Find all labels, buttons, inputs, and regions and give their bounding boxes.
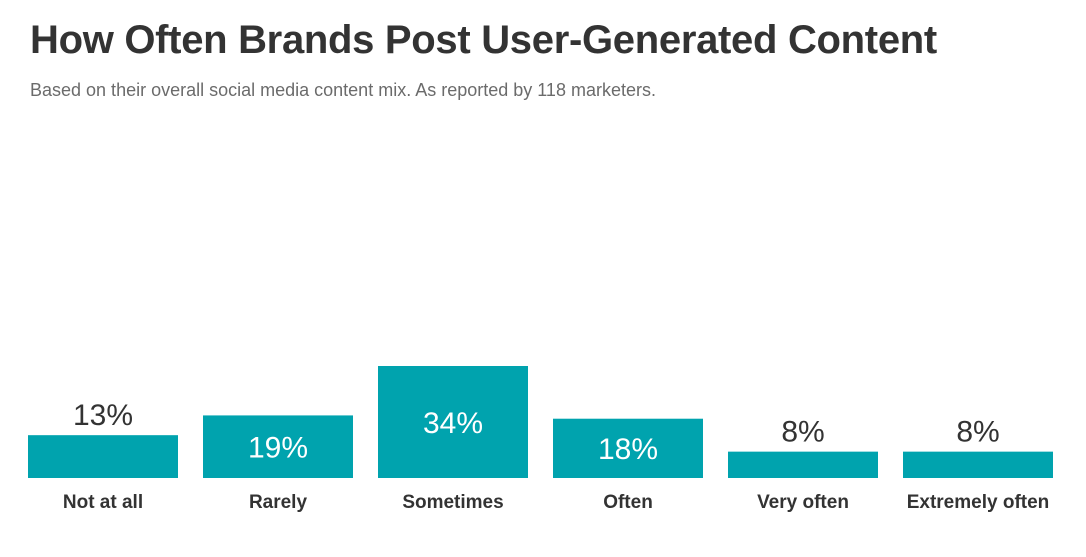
- bar-sometimes: [378, 366, 528, 478]
- category-label: Very often: [757, 492, 849, 513]
- value-label: 34%: [423, 407, 483, 440]
- bar-extremely-often: [903, 451, 1053, 478]
- bar-rarely: [203, 415, 353, 478]
- chart-title: How Often Brands Post User-Generated Con…: [30, 18, 937, 62]
- chart-subtitle: Based on their overall social media cont…: [30, 80, 656, 100]
- category-label: Sometimes: [402, 492, 503, 513]
- bar-often: [553, 418, 703, 478]
- category-label: Not at all: [63, 492, 143, 513]
- bar-very-often: [728, 451, 878, 478]
- value-label: 18%: [598, 433, 658, 466]
- category-label: Extremely often: [907, 492, 1050, 513]
- bar-not-at-all: [28, 435, 178, 478]
- value-label: 8%: [781, 416, 824, 449]
- category-label: Rarely: [249, 492, 308, 513]
- value-label: 13%: [73, 399, 133, 432]
- value-label: 8%: [956, 416, 999, 449]
- value-label: 19%: [248, 432, 308, 465]
- category-label: Often: [603, 492, 653, 513]
